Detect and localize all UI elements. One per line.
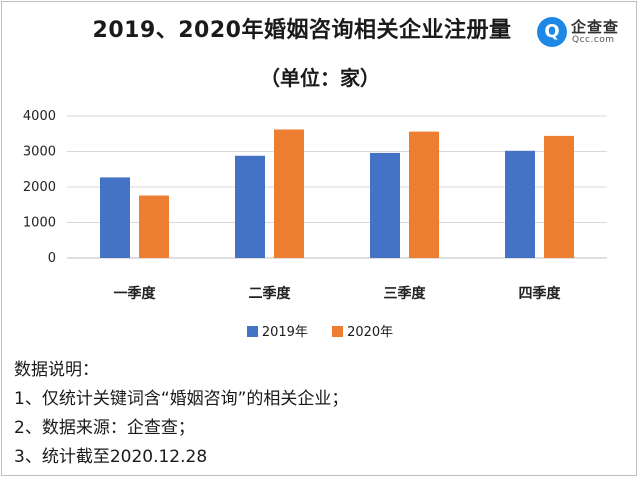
bar-2020 <box>409 131 439 258</box>
notes-item-3: 3、统计截至2020.12.28 <box>14 447 208 467</box>
chart-title: 2019、2020年婚姻咨询相关企业注册量 <box>92 18 512 43</box>
y-tick-label: 3000 <box>23 145 56 160</box>
notes-item-1: 1、仅统计关键词含“婚姻咨询”的相关企业； <box>14 389 349 409</box>
y-tick-label: 4000 <box>23 109 56 124</box>
legend-item-2020: 2020年 <box>332 321 393 340</box>
qcc-logo: Q 企查查 Qcc.com <box>537 14 637 50</box>
chart-legend: 2019年 2020年 <box>0 321 640 340</box>
legend-label-2020: 2020年 <box>347 325 394 340</box>
legend-label-2019: 2019年 <box>261 325 308 340</box>
qcc-logo-name: 企查查 <box>571 18 620 36</box>
notes-item-2: 2、数据来源：企查查； <box>14 418 195 438</box>
y-tick-label: 1000 <box>23 216 56 231</box>
bar-chart: 0 1000 2000 3000 4000 一季度 二季度 三季度 四季度 <box>23 109 607 302</box>
bar-2019 <box>505 150 535 258</box>
x-category-label: 三季度 <box>384 285 427 302</box>
chart-subtitle: （单位：家） <box>260 66 380 90</box>
qcc-logo-sub: Qcc.com <box>572 35 615 45</box>
y-tick-label: 0 <box>48 251 56 266</box>
bar-2019 <box>370 152 400 258</box>
x-category-label: 二季度 <box>249 285 292 302</box>
qcc-logo-icon: Q <box>537 17 567 47</box>
bar-2020 <box>274 129 304 258</box>
y-tick-label: 2000 <box>23 180 56 195</box>
bar-2019 <box>235 155 265 258</box>
legend-swatch-2020 <box>332 326 344 337</box>
x-category-label: 四季度 <box>519 285 562 302</box>
bar-2019 <box>100 177 130 258</box>
legend-swatch-2019 <box>246 326 258 337</box>
data-notes: 数据说明： 1、仅统计关键词含“婚姻咨询”的相关企业； 2、数据来源：企查查； … <box>14 356 348 472</box>
notes-heading: 数据说明： <box>14 360 99 380</box>
bar-2020 <box>139 195 169 258</box>
bar-2020 <box>544 135 574 258</box>
x-category-label: 一季度 <box>114 285 157 302</box>
legend-item-2019: 2019年 <box>246 321 308 340</box>
